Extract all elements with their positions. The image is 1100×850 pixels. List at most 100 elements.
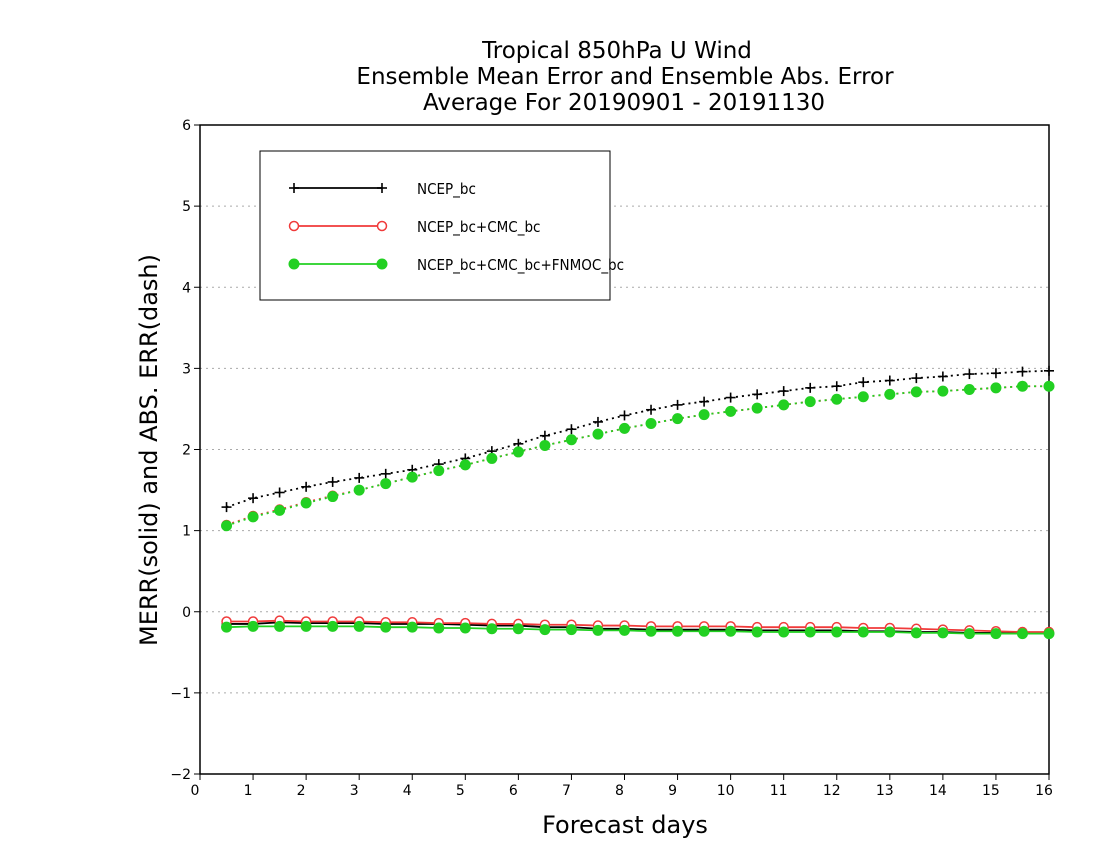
title-line-3: Average For 20190901 - 20191130: [423, 90, 825, 116]
abs-err-point: [699, 396, 710, 407]
merr-point: [592, 624, 604, 636]
merr-point: [778, 626, 790, 638]
merr-point: [672, 625, 684, 637]
abs-err-point: [990, 368, 1001, 379]
abs-err-point: [459, 459, 471, 471]
abs-err-point: [646, 404, 657, 415]
merr-point: [221, 621, 233, 633]
merr-point: [804, 626, 816, 638]
abs-err-point: [804, 396, 816, 408]
abs-err-point: [301, 481, 312, 492]
abs-err-point: [752, 389, 763, 400]
abs-err-line: [226, 369, 1050, 508]
title-line-2: Ensemble Mean Error and Ensemble Abs. Er…: [356, 64, 894, 90]
abs-err-point: [910, 386, 922, 398]
y-tick-label: 1: [182, 524, 191, 540]
abs-err-point: [884, 375, 895, 386]
legend-label: NCEP_bc+CMC_bc: [417, 218, 540, 237]
abs-err-point: [698, 409, 710, 421]
chart-title: Tropical 850hPa U Wind Ensemble Mean Err…: [356, 38, 894, 116]
series-3: [221, 380, 1055, 640]
merr-point: [619, 624, 630, 636]
abs-err-point: [300, 497, 312, 509]
abs-err-point: [486, 452, 498, 464]
merr-point: [1043, 628, 1055, 640]
abs-err-point: [327, 491, 339, 503]
legend-marker: [376, 258, 388, 270]
abs-err-point: [990, 382, 1002, 394]
legend-item: NCEP_bc: [289, 180, 476, 199]
abs-err-point: [751, 402, 763, 414]
merr-line: [226, 625, 1049, 635]
legend-marker: [288, 258, 300, 270]
x-axis-label: Forecast days: [542, 811, 708, 839]
abs-err-point: [380, 468, 391, 479]
abs-err-point: [566, 424, 577, 435]
abs-err-line: [226, 385, 1049, 527]
x-tick-label: 14: [929, 783, 947, 799]
legend-marker: [289, 183, 299, 193]
x-tick-label: 10: [717, 783, 735, 799]
abs-err-point: [1044, 365, 1054, 376]
y-tick-label: 4: [182, 280, 191, 296]
x-tick-label: 5: [456, 783, 465, 799]
abs-err-point: [274, 487, 285, 498]
merr-point: [406, 621, 418, 633]
merr-point: [380, 621, 392, 633]
abs-err-point: [884, 388, 896, 400]
abs-err-point: [592, 416, 603, 427]
abs-err-point: [512, 446, 524, 458]
merr-point: [937, 627, 949, 639]
abs-err-point: [805, 382, 816, 393]
y-tick-label: 2: [182, 443, 191, 459]
y-axis-label: MERR(solid) and ABS. ERR(dash): [135, 254, 163, 646]
merr-point: [990, 628, 1002, 640]
abs-err-point: [353, 484, 365, 496]
abs-err-point: [619, 422, 630, 434]
merr-point: [300, 620, 312, 632]
series-1: [221, 365, 1054, 639]
merr-point: [565, 624, 577, 636]
x-tick-label: 16: [1035, 783, 1053, 799]
abs-err-point: [354, 472, 365, 483]
legend-marker: [376, 220, 388, 232]
abs-err-point: [221, 502, 232, 513]
abs-err-point: [964, 369, 975, 380]
abs-err-point: [778, 399, 790, 411]
abs-err-point: [433, 465, 445, 477]
abs-err-point: [327, 476, 338, 487]
x-tick-label: 2: [297, 783, 306, 799]
abs-err-point: [248, 493, 259, 504]
abs-err-point: [672, 413, 684, 425]
x-tick-label: 13: [876, 783, 894, 799]
merr-point: [274, 620, 286, 632]
merr-point: [725, 625, 737, 637]
x-tick-label: 8: [615, 783, 624, 799]
y-tick-label: 3: [182, 361, 191, 377]
abs-err-point: [619, 410, 630, 421]
merr-point: [910, 627, 922, 639]
abs-err-point: [645, 418, 657, 430]
x-tick-label: 7: [562, 783, 571, 799]
abs-err-point: [963, 383, 975, 395]
abs-err-point: [937, 371, 948, 382]
abs-err-point: [831, 393, 843, 405]
abs-err-point: [1016, 380, 1028, 392]
merr-point: [539, 624, 551, 636]
abs-err-point: [857, 391, 869, 403]
x-tick-label: 15: [982, 783, 1000, 799]
legend-marker: [377, 183, 387, 193]
merr-point: [831, 626, 843, 638]
y-tick-label: −2: [170, 767, 191, 783]
y-tick-label: −1: [170, 686, 191, 702]
abs-err-point: [274, 504, 286, 516]
plot-series: [221, 365, 1055, 640]
legend: NCEP_bc NCEP_bc+CMC_bc NCEP_bc+CMC_bc+FNMO…: [259, 150, 624, 301]
merr-point: [433, 622, 445, 634]
title-line-1: Tropical 850hPa U Wind: [481, 38, 752, 64]
merr-point: [751, 626, 763, 638]
abs-err-point: [911, 373, 922, 384]
abs-err-point: [672, 399, 683, 410]
merr-point: [1016, 628, 1028, 640]
